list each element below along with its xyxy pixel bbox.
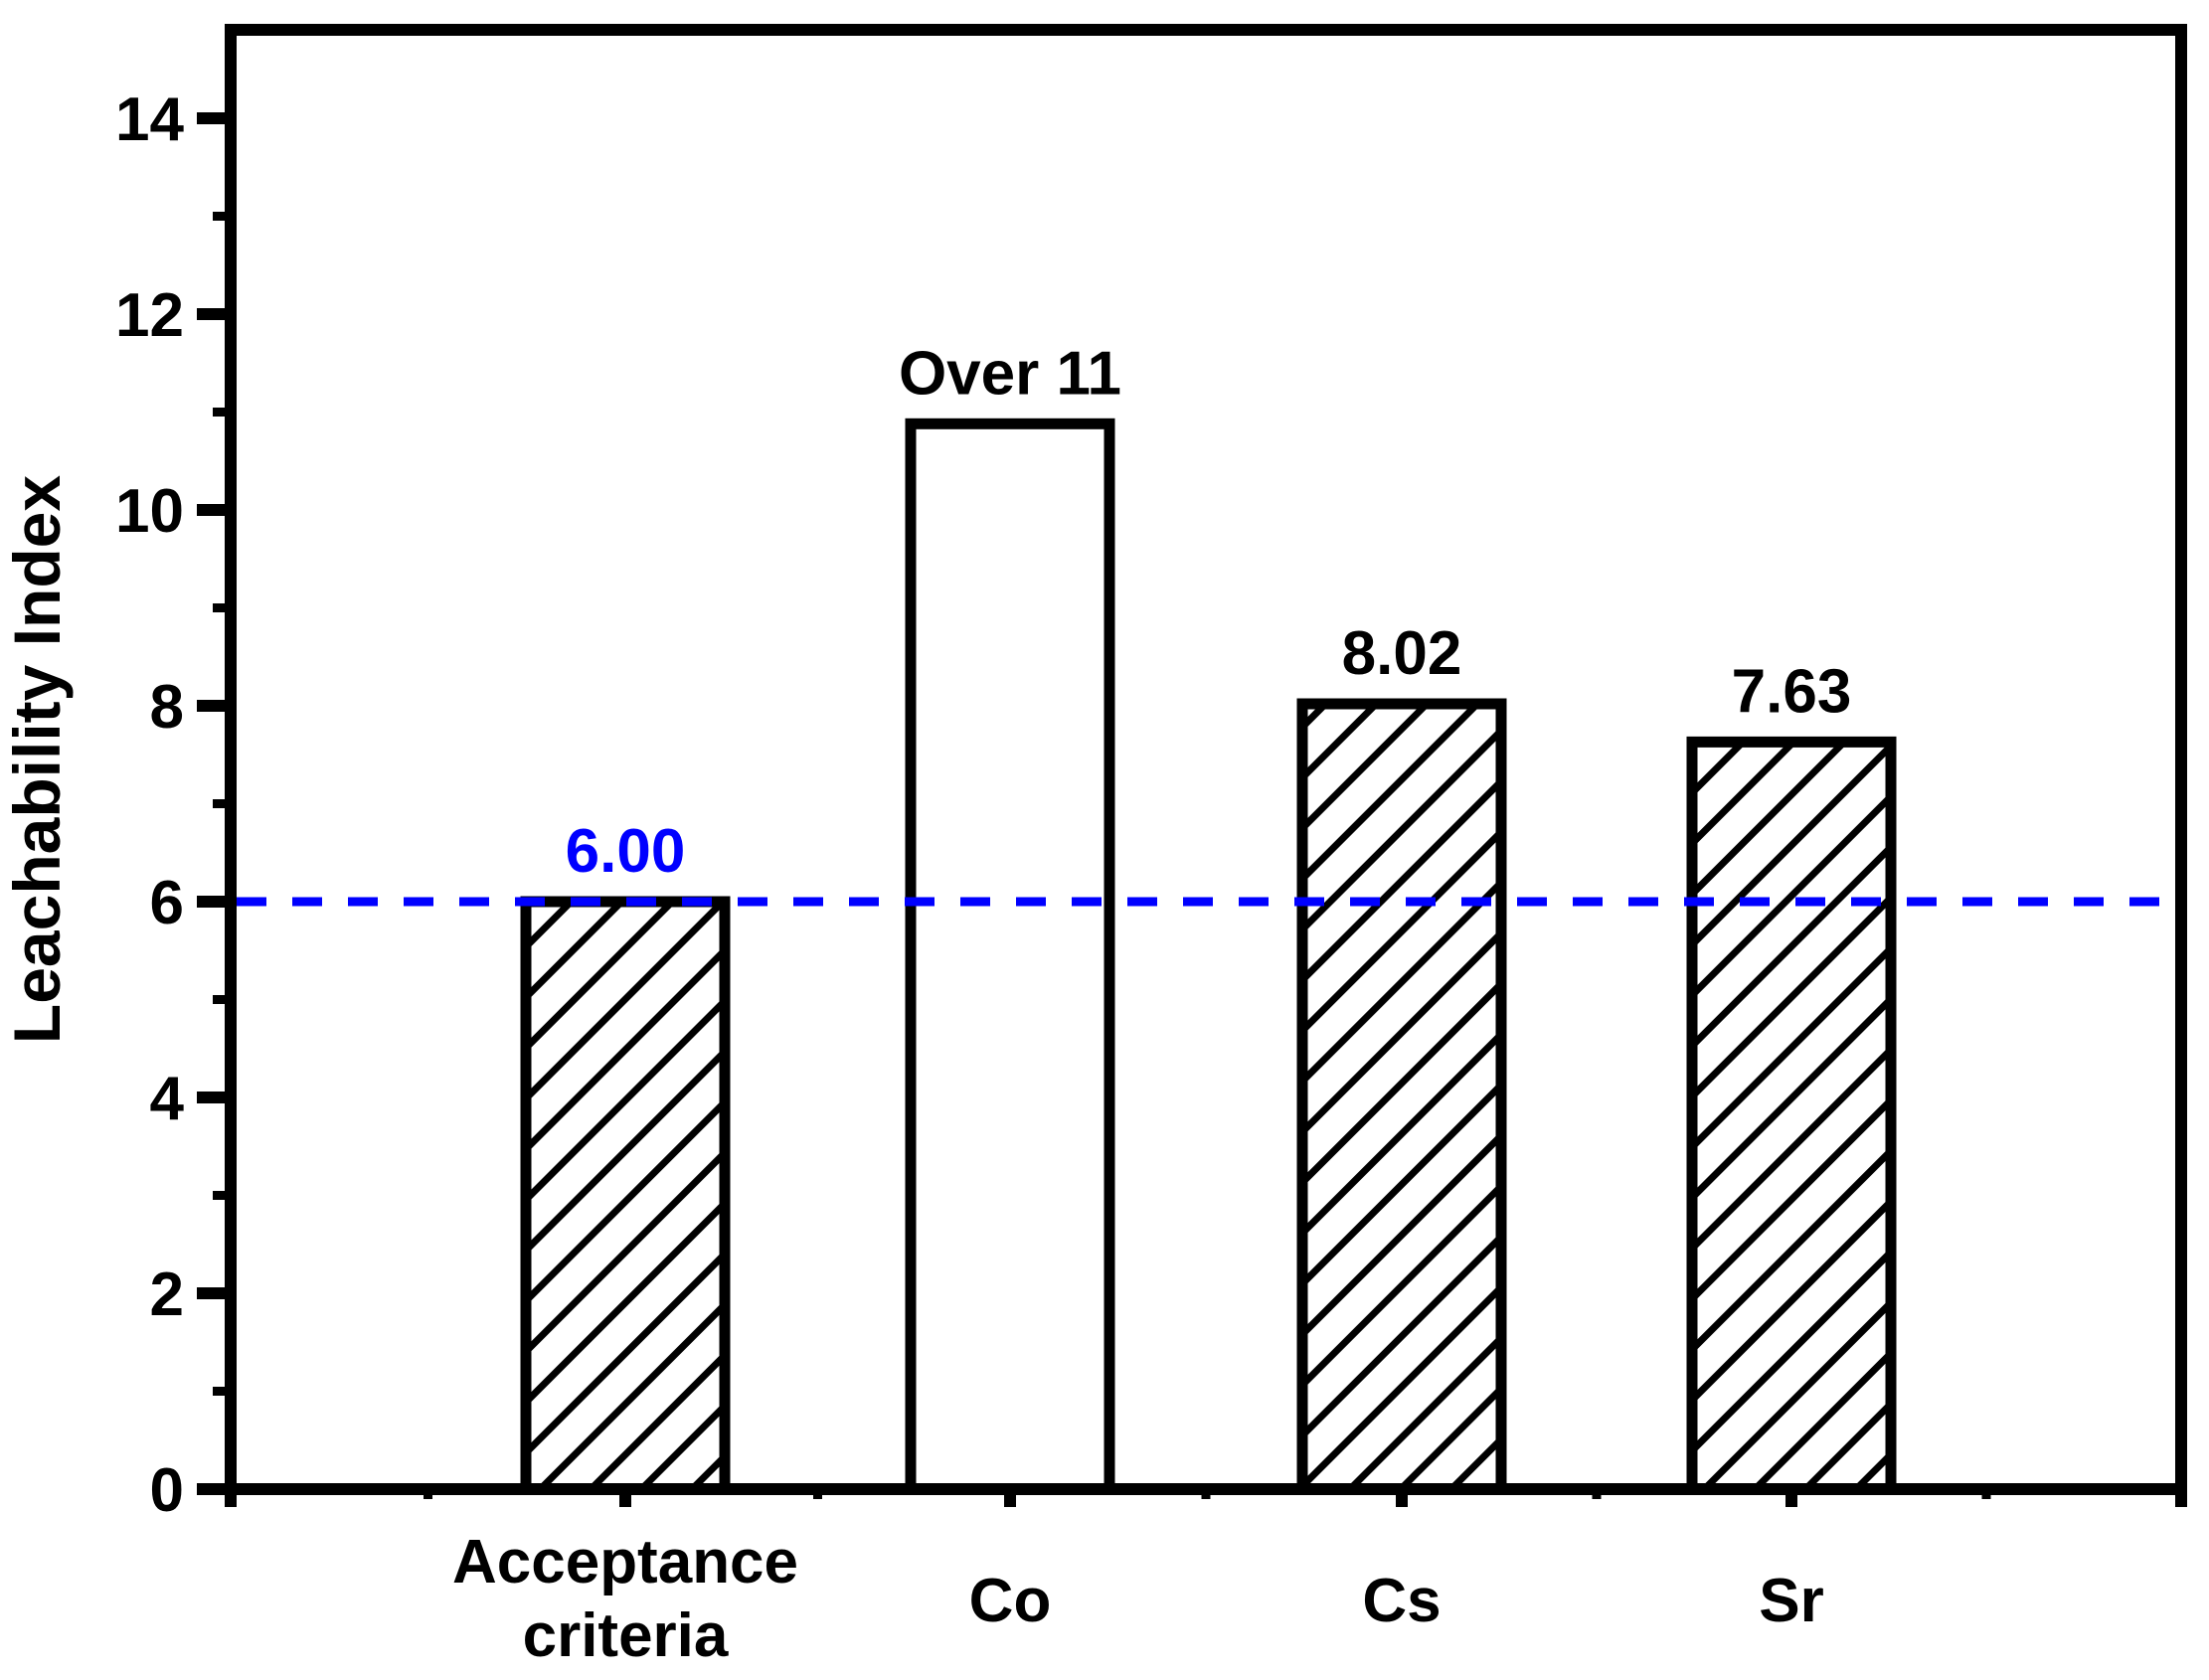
bar-value-label: 7.63 bbox=[1732, 657, 1852, 726]
bar-cs bbox=[1296, 698, 1507, 1495]
y-axis-tick-label: 14 bbox=[115, 85, 184, 154]
y-axis-tick-label: 4 bbox=[150, 1065, 185, 1133]
y-axis-tick-label: 0 bbox=[150, 1456, 184, 1525]
bar-value-label: Over 11 bbox=[899, 339, 1121, 408]
bar-acceptance-criteria bbox=[520, 896, 731, 1495]
bar-value-label: 6.00 bbox=[566, 817, 686, 886]
labels-group: 0 2 4 6 8 10 12 14 6.00 Over 11 8.02 7.63 Acceptance… bbox=[0, 85, 1851, 1670]
y-axis-tick-label: 8 bbox=[150, 673, 184, 742]
y-axis-tick-label: 6 bbox=[150, 869, 184, 937]
ticks-group bbox=[197, 112, 2187, 1507]
x-axis-category-label: criteria bbox=[523, 1601, 729, 1670]
y-axis-tick-label: 12 bbox=[115, 281, 184, 350]
y-axis-tick-label: 10 bbox=[115, 477, 184, 546]
y-axis-title: Leachability Index bbox=[0, 475, 74, 1044]
x-axis-category-label: Sr bbox=[1759, 1567, 1823, 1635]
bar-value-label: 8.02 bbox=[1342, 619, 1462, 688]
x-axis-category-label: Cs bbox=[1362, 1567, 1441, 1635]
bars-group bbox=[520, 418, 1897, 1495]
x-axis-category-label: Acceptance bbox=[452, 1528, 798, 1596]
bar-sr bbox=[1686, 736, 1897, 1495]
x-axis-category-label: Co bbox=[969, 1567, 1052, 1635]
y-axis-tick-label: 2 bbox=[150, 1260, 184, 1329]
bar-co bbox=[905, 418, 1115, 1495]
